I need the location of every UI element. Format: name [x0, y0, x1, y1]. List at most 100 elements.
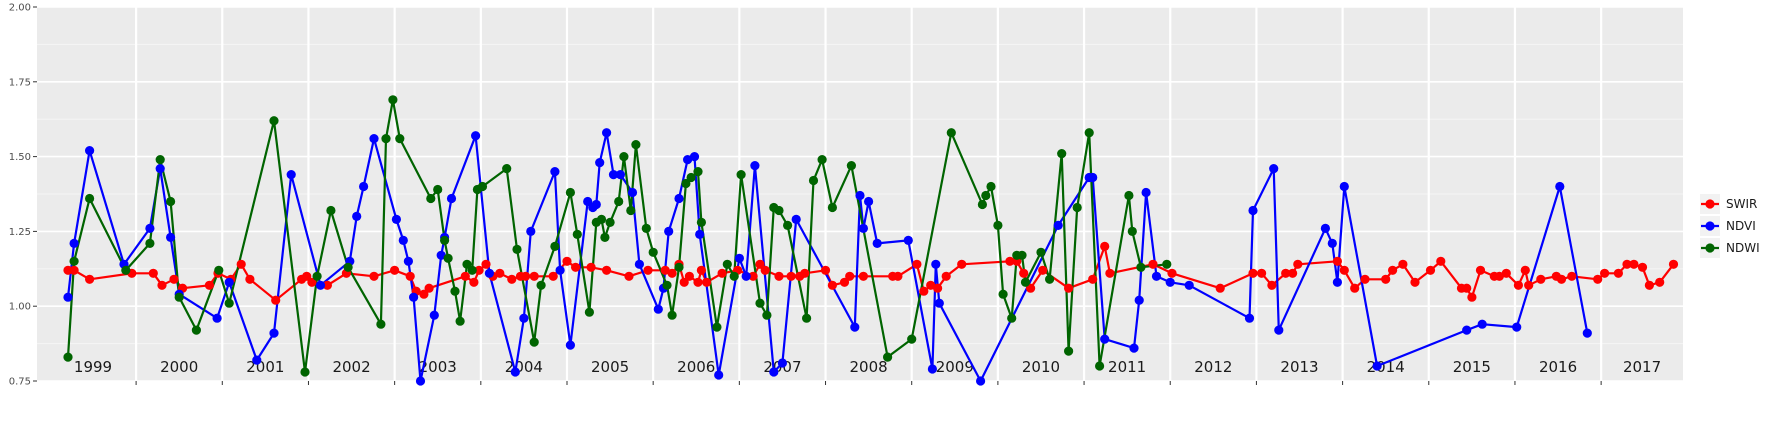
data-point-swir [774, 271, 784, 281]
data-point-swir [667, 268, 677, 278]
grid-major [37, 6, 1683, 382]
data-point-swir [474, 265, 484, 275]
data-point-swir [586, 262, 596, 272]
data-point-ndvi [695, 229, 705, 239]
year-label: 2009 [936, 358, 974, 376]
data-point-swir [85, 274, 95, 284]
data-point-swir [1436, 256, 1446, 266]
data-point-ndvi [1332, 277, 1342, 287]
data-point-swir [322, 280, 332, 290]
year-label: 2005 [591, 358, 629, 376]
data-point-ndwi [1020, 277, 1031, 287]
data-point-swir [1388, 265, 1398, 275]
data-point-swir [1567, 271, 1577, 281]
data-point-ndvi [555, 265, 565, 275]
data-point-ndwi [729, 271, 739, 281]
data-point-ndvi [591, 199, 601, 210]
year-label: 2013 [1280, 358, 1318, 376]
data-point-ndwi [269, 116, 279, 126]
legend: SWIR NDVI NDWI [1700, 194, 1760, 258]
y-tick-label: 1.25 [9, 227, 31, 238]
data-point-swir [1064, 283, 1074, 293]
data-point-ndvi [1582, 328, 1592, 338]
data-point-swir [548, 271, 558, 281]
data-point-ndvi [931, 259, 941, 269]
data-point-ndvi [409, 292, 419, 302]
data-point-ndvi [1184, 280, 1194, 290]
year-label: 2003 [419, 358, 457, 376]
data-point-ndvi [608, 170, 619, 180]
data-point-ndvi [1269, 164, 1279, 174]
data-point-ndwi [440, 235, 450, 245]
data-point-swir [696, 265, 707, 275]
data-point-ndwi [648, 247, 658, 257]
data-point-ndwi [774, 205, 784, 216]
data-point-swir [679, 277, 689, 287]
data-point-swir [469, 277, 479, 287]
data-point-ndwi [381, 134, 391, 144]
data-point-ndwi [986, 181, 996, 192]
data-point-ndvi [1555, 181, 1565, 192]
data-point-swir [1494, 271, 1504, 281]
data-point-ndvi [1053, 220, 1063, 230]
data-point-ndwi [736, 170, 746, 180]
data-point-ndwi [155, 155, 165, 165]
data-point-ndvi [415, 376, 426, 386]
data-point-swir [1100, 241, 1110, 251]
data-point-swir [1600, 268, 1610, 278]
data-point-swir [786, 271, 796, 281]
data-point-swir [307, 277, 317, 287]
data-point-swir [271, 295, 281, 305]
data-point-swir [643, 265, 653, 275]
data-point-swir [1281, 268, 1291, 278]
data-point-ndvi [769, 367, 779, 377]
data-point-ndvi [674, 193, 684, 204]
series-line-ndwi [66, 98, 1167, 374]
data-point-swir [820, 265, 831, 275]
data-point-swir [1288, 268, 1298, 278]
data-point-ndvi [934, 298, 944, 308]
data-point-swir [602, 265, 612, 275]
data-point-swir [760, 265, 770, 275]
data-point-ndvi [664, 226, 674, 236]
data-point-ndwi [326, 205, 336, 216]
data-point-ndvi [1320, 223, 1330, 233]
data-point-ndwi [693, 167, 703, 177]
data-point-swir [529, 271, 539, 281]
data-point-ndwi [69, 256, 79, 266]
data-point-swir [390, 265, 400, 275]
data-point-swir [1613, 268, 1623, 278]
data-point-ndwi [827, 202, 838, 213]
data-point-ndvi [224, 277, 234, 287]
y-tick-label: 1.50 [9, 152, 31, 163]
data-point-ndvi [1512, 322, 1522, 332]
data-point-swir [1267, 280, 1277, 290]
data-point-swir [1148, 259, 1158, 269]
year-label: 2010 [1022, 358, 1060, 376]
data-point-ndwi [455, 316, 465, 326]
data-point-ndwi [1136, 262, 1146, 272]
data-point-swir [495, 268, 505, 278]
data-point-ndwi [674, 262, 684, 272]
data-point-ndvi [850, 322, 860, 332]
data-point-swir [1536, 274, 1546, 284]
data-point-ndwi [946, 128, 956, 138]
data-point-ndvi [446, 193, 457, 204]
data-point-swir [1501, 268, 1511, 278]
data-point-swir [1622, 259, 1632, 269]
data-point-ndvi [1100, 334, 1110, 344]
data-point-ndwi [762, 310, 772, 320]
data-point-swir [1293, 259, 1303, 269]
data-point-ndvi [369, 134, 379, 144]
data-point-ndvi [519, 313, 529, 323]
data-point-ndwi [584, 307, 595, 317]
year-label: 2015 [1453, 358, 1491, 376]
data-point-ndwi [1017, 250, 1027, 260]
data-point-swir [1668, 259, 1679, 269]
data-point-ndvi [634, 259, 645, 269]
data-point-swir [1248, 268, 1258, 278]
data-point-ndwi [1036, 247, 1046, 257]
data-point-ndwi [433, 184, 443, 195]
data-point-ndwi [224, 298, 234, 308]
data-point-swir [369, 271, 379, 281]
